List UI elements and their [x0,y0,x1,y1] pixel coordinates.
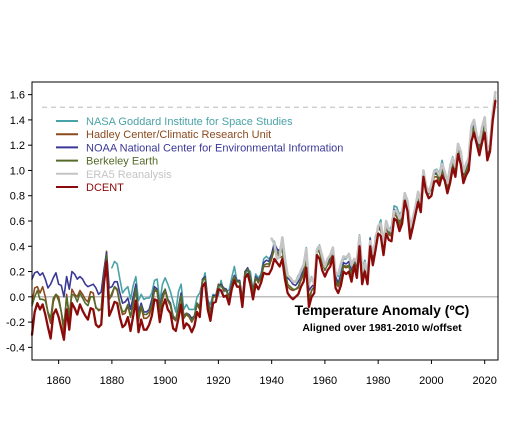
annotation-subtitle: Aligned over 1981-2010 w/offset [302,322,462,334]
x-tick-label: 1900 [153,375,177,387]
x-tick-label: 1940 [259,375,283,387]
legend-label: NASA Goddard Institute for Space Studies [86,116,293,128]
annotation-title: Temperature Anomaly (ºC) [295,302,470,318]
series-line-4 [270,90,497,286]
annotation: Temperature Anomaly (ºC) Aligned over 19… [295,302,470,334]
legend-label: Berkeley Earth [86,156,158,168]
y-tick-label: 0.2 [10,267,25,279]
y-tick-label: -0.4 [6,342,25,354]
legend-label: DCENT [86,182,124,194]
x-tick-label: 1860 [46,375,70,387]
legend-label: ERA5 Reanalysis [86,169,172,181]
y-tick-label: 0.8 [10,191,25,203]
y-tick-label: 0.6 [10,216,25,228]
x-tick-label: 1920 [206,375,230,387]
y-tick-label: 1.6 [10,90,25,102]
x-tick-label: 1880 [100,375,124,387]
y-tick-label: 0.0 [10,292,25,304]
x-tick-label: 1980 [366,375,390,387]
y-tick-label: 1.4 [10,115,25,127]
y-tick-label: 0.4 [10,241,25,253]
series-lines [30,90,497,341]
y-tick-label: 1.2 [10,140,25,152]
x-tick-label: 1960 [313,375,337,387]
x-tick-label: 2020 [472,375,496,387]
legend-label: NOAA National Center for Environmental I… [86,142,343,154]
y-tick-label: -0.2 [6,317,25,329]
axes: -0.4 -0.2 0.0 0.2 0.4 0.6 0.8 1.0 1.2 1.4 1.6 1860 1… [6,81,499,387]
legend-label: Hadley Center/Climatic Research Unit [86,129,271,141]
series-line-5 [30,99,497,341]
y-tick-label: 1.0 [10,165,25,177]
legend: NASA Goddard Institute for Space Studies… [56,116,343,194]
x-tick-label: 2000 [419,375,443,387]
